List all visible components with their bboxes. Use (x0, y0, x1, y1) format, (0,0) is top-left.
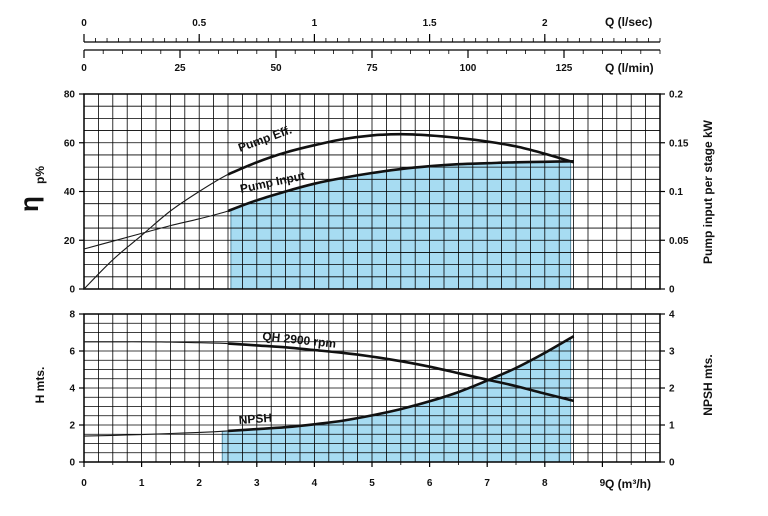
series-line-duty-1 (227, 342, 574, 403)
left-tick-label: 2 (69, 421, 75, 432)
efficiency-power-panel: 0 20 40 60 80 0 0.05 0.1 0.15 0.2 Pump Eff. Pump … (14, 90, 715, 296)
lpm-tick-label: 125 (556, 63, 573, 74)
x-tick-label: 3 (254, 478, 260, 489)
x-tick-label: 0 (81, 478, 87, 489)
power-axis-label: Pump input per stage kW (701, 119, 715, 264)
x-tick-label: 7 (484, 478, 490, 489)
left-tick-label: 20 (64, 236, 76, 247)
lps-tick-label: 1 (312, 18, 318, 29)
series-line-duty-1 (227, 132, 574, 176)
lps-tick-label: 0 (81, 18, 87, 29)
left-tick-label: 6 (69, 347, 75, 358)
efficiency-axis-sub: p% (33, 166, 47, 184)
axis-ticks: 0 2 4 6 8 0 1 2 3 4 0 1 2 3 4 5 6 7 8 9 (69, 310, 675, 490)
lps-tick-label: 2 (542, 18, 548, 29)
curves (83, 335, 575, 437)
head-axis-label: H mts. (33, 367, 47, 404)
left-tick-label: 0 (69, 458, 75, 469)
right-tick-label: 1 (669, 421, 675, 432)
right-tick-label: 2 (669, 384, 675, 395)
x-tick-label: 6 (427, 478, 433, 489)
right-tick-label: 0.05 (669, 236, 689, 247)
x-tick-label: 4 (312, 478, 318, 489)
right-tick-label: 0.1 (669, 187, 683, 198)
left-tick-label: 0 (69, 285, 75, 296)
right-tick-label: 0.15 (669, 138, 689, 149)
lpm-tick-label: 50 (270, 63, 282, 74)
efficiency-series-label: Pump Eff. (236, 123, 293, 155)
x-tick-label: 8 (542, 478, 548, 489)
lpm-tick-label: 0 (81, 63, 87, 74)
curves (83, 132, 574, 290)
left-tick-label: 8 (69, 310, 75, 321)
x-tick-label: 5 (369, 478, 375, 489)
right-tick-label: 3 (669, 347, 675, 358)
grid (84, 94, 660, 289)
efficiency-axis-label: η (14, 196, 44, 212)
left-tick-label: 40 (64, 187, 76, 198)
right-tick-label: 0 (669, 458, 675, 469)
x-tick-label: 2 (196, 478, 202, 489)
lps-axis-label: Q (l/sec) (605, 15, 652, 29)
npsh-series-label: NPSH (238, 411, 272, 427)
flow-axis-label: Q (m³/h) (605, 477, 651, 491)
npsh-axis-label: NPSH mts. (701, 354, 715, 415)
lps-tick-label: 0.5 (192, 18, 206, 29)
x-tick-label: 1 (139, 478, 145, 489)
lpm-tick-label: 25 (174, 63, 186, 74)
left-tick-label: 80 (64, 90, 76, 101)
series-line-duty-2 (227, 160, 574, 213)
left-tick-label: 4 (69, 384, 75, 395)
right-tick-label: 0.2 (669, 90, 683, 101)
lps-tick-label: 1.5 (423, 18, 437, 29)
x-tick-label: 9 (600, 478, 606, 489)
lpm-axis-label: Q (l/min) (605, 61, 654, 75)
lpm-tick-label: 75 (366, 63, 378, 74)
axis-ticks: 0 20 40 60 80 0 0.05 0.1 0.15 0.2 (64, 90, 689, 296)
flow-rate-top-axes: 0 0.5 1 1.5 2 0 25 50 75 100 125 Q (l/sec) Q (l/min) (81, 15, 661, 75)
series-line-duty-2 (227, 335, 575, 433)
lpm-tick-label: 100 (460, 63, 477, 74)
right-tick-label: 4 (669, 310, 675, 321)
left-tick-label: 60 (64, 138, 76, 149)
right-tick-label: 0 (669, 285, 675, 296)
